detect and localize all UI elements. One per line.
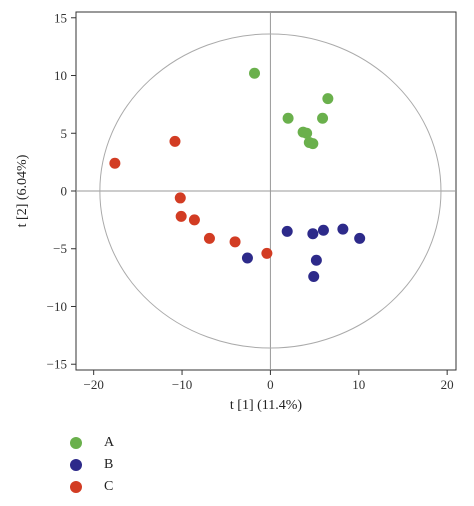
y-tick-label: −15 xyxy=(47,357,67,372)
data-point-b xyxy=(281,225,293,237)
x-tick-label: 20 xyxy=(441,377,454,392)
x-tick-label: −20 xyxy=(84,377,104,392)
data-point-b xyxy=(337,223,349,235)
x-tick-label: −10 xyxy=(172,377,192,392)
y-tick-label: −5 xyxy=(53,241,67,256)
data-point-a xyxy=(307,138,319,150)
y-tick-label: 10 xyxy=(54,68,67,83)
legend-swatch xyxy=(70,481,82,493)
data-point-a xyxy=(282,112,294,124)
data-point-c xyxy=(174,192,186,204)
y-tick-label: 5 xyxy=(61,126,68,141)
data-point-c xyxy=(261,247,273,259)
data-point-c xyxy=(188,214,200,226)
y-tick-label: 15 xyxy=(54,10,67,25)
data-point-a xyxy=(249,67,261,79)
plot-area: −20 −10 0 10 20 −15 −10 −5 0 5 10 15 xyxy=(47,10,457,392)
x-tick-label: 10 xyxy=(352,377,365,392)
legend-label: B xyxy=(104,457,114,472)
data-point-c xyxy=(203,232,215,244)
data-point-b xyxy=(241,252,253,264)
data-point-c xyxy=(169,135,181,147)
confidence-ellipse xyxy=(99,33,442,349)
legend-item-b: B xyxy=(70,454,114,476)
legend-label: C xyxy=(104,479,114,494)
data-point-a xyxy=(301,127,313,139)
data-point-b xyxy=(308,270,320,282)
data-point-b xyxy=(317,224,329,236)
legend-label: A xyxy=(104,435,115,450)
legend-swatch xyxy=(70,437,82,449)
legend-item-c: C xyxy=(70,476,114,498)
legend-swatch xyxy=(70,459,82,471)
y-tick-label: 0 xyxy=(61,184,68,199)
legend-item-a: A xyxy=(70,432,114,454)
data-point-c xyxy=(229,236,241,248)
data-point-b xyxy=(307,228,319,240)
data-point-a xyxy=(317,112,329,124)
y-axis-label: t [2] (6.04%) xyxy=(15,154,30,227)
x-tick-label: 0 xyxy=(267,377,274,392)
data-point-c xyxy=(109,157,121,169)
data-point-a xyxy=(322,93,334,105)
x-axis-label: t [1] (11.4%) xyxy=(230,398,303,413)
y-tick-label: −10 xyxy=(47,299,67,314)
data-point-c xyxy=(175,210,187,222)
data-point-b xyxy=(310,254,322,266)
data-point-b xyxy=(354,232,366,244)
